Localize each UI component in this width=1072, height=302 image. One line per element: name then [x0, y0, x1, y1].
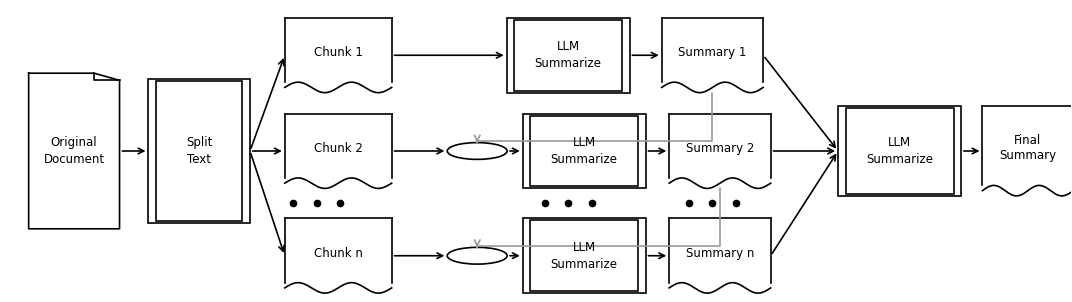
Bar — [148, 79, 250, 223]
Bar — [531, 220, 638, 291]
Bar — [531, 116, 638, 186]
Text: Chunk n: Chunk n — [314, 247, 362, 260]
Bar — [523, 218, 645, 293]
Text: LLM
Summarize: LLM Summarize — [866, 136, 933, 166]
Bar — [523, 114, 645, 188]
Circle shape — [447, 247, 507, 264]
Text: Split
Text: Split Text — [187, 136, 212, 166]
Text: Summary 1: Summary 1 — [679, 46, 746, 59]
Bar — [838, 106, 961, 196]
Text: Original
Document: Original Document — [44, 136, 105, 166]
Text: LLM
Summarize: LLM Summarize — [535, 40, 601, 70]
Text: LLM
Summarize: LLM Summarize — [551, 241, 617, 271]
Bar — [155, 81, 242, 221]
Text: Final
Summary: Final Summary — [999, 134, 1056, 162]
Text: Chunk 1: Chunk 1 — [314, 46, 362, 59]
Text: LLM
Summarize: LLM Summarize — [551, 136, 617, 166]
Text: Summary 2: Summary 2 — [686, 142, 754, 155]
Bar — [846, 108, 953, 194]
Text: Chunk 2: Chunk 2 — [314, 142, 362, 155]
Text: Summary n: Summary n — [686, 247, 754, 260]
Circle shape — [447, 143, 507, 159]
Bar — [515, 20, 622, 91]
Bar — [507, 18, 629, 93]
